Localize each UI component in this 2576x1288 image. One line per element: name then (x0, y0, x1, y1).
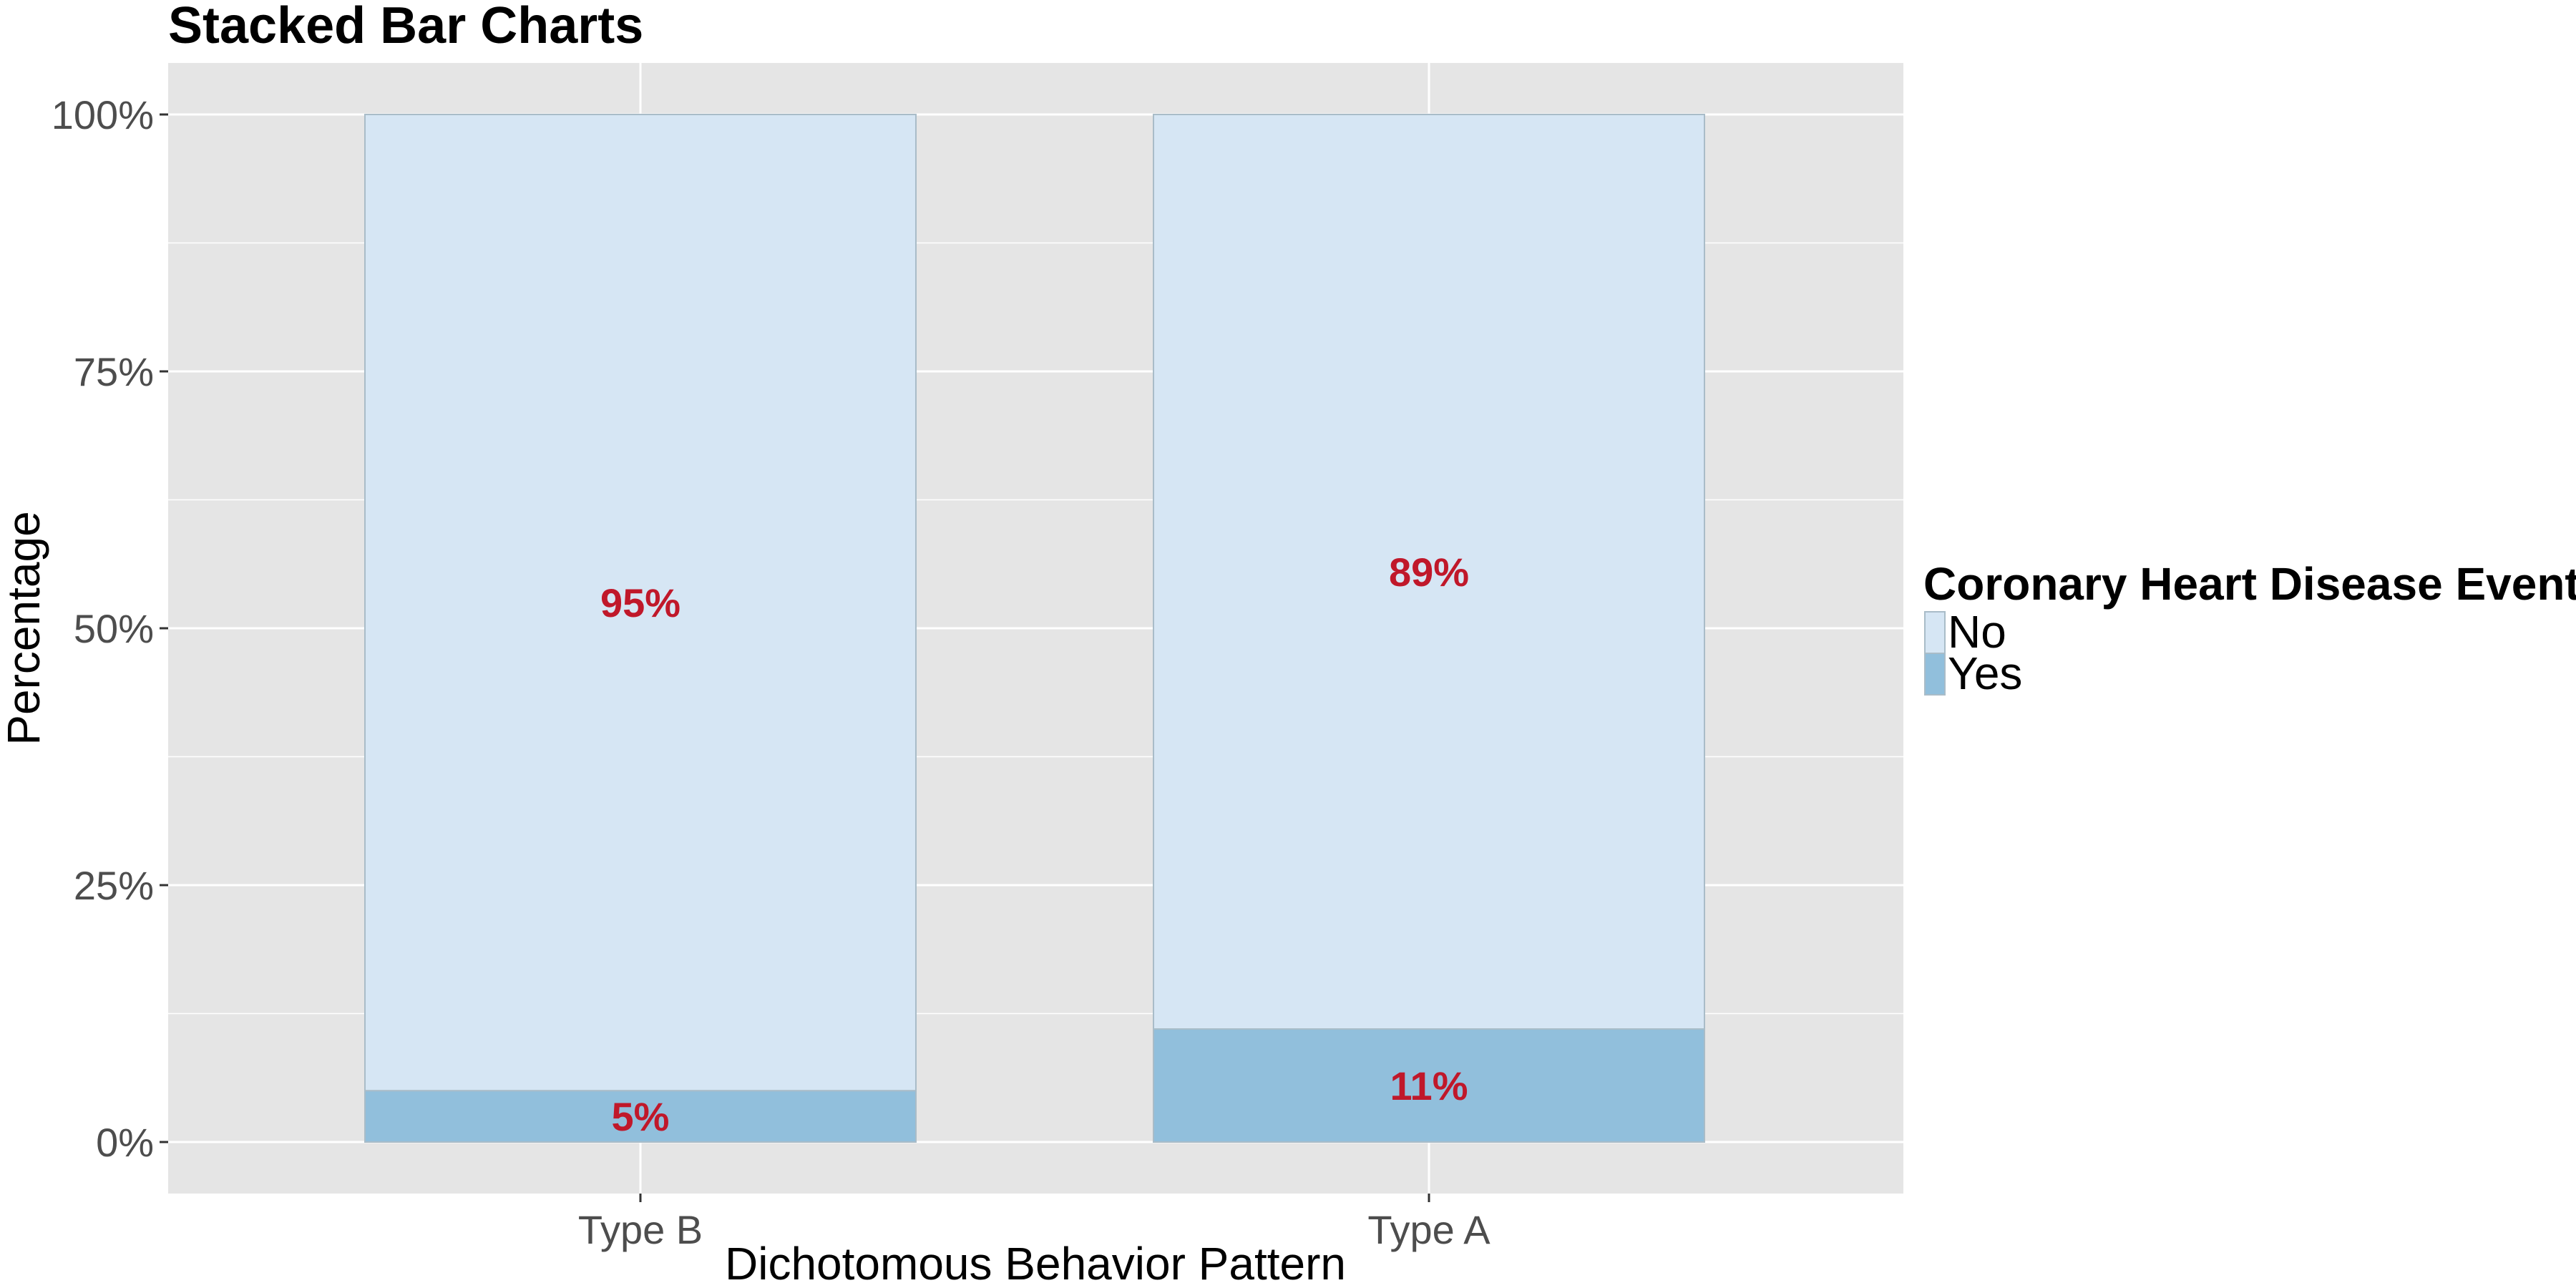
data-label: 11% (1390, 1063, 1468, 1108)
y-axis-title: Percentage (0, 511, 49, 745)
bar-type-b-yes (364, 1090, 917, 1143)
legend-label-yes: Yes (1948, 648, 2022, 699)
y-tick-label: 100% (52, 92, 154, 137)
x-axis-title: Dichotomous Behavior Pattern (725, 1238, 1346, 1288)
x-tick-label: Type A (1367, 1207, 1491, 1252)
y-tick-label: 75% (74, 349, 154, 394)
chart-title: Stacked Bar Charts (168, 0, 643, 54)
bars (364, 114, 1705, 1143)
legend-key-no (1924, 611, 1946, 654)
legend-key-yes (1924, 653, 1946, 696)
data-label: 95% (600, 580, 680, 625)
data-labels: 5% 95% 11% 89% (600, 550, 1469, 1139)
bar-type-a-no (1153, 114, 1705, 1030)
bar-type-b-no (364, 114, 917, 1092)
bar-type-a-yes (1153, 1028, 1705, 1143)
data-label: 5% (612, 1094, 670, 1139)
axes: 0% 25% 50% 75% 100% Type B Type A (52, 92, 1491, 1252)
legend-label-no: No (1948, 606, 2006, 658)
y-tick-label: 50% (74, 606, 154, 651)
y-tick-label: 0% (96, 1120, 154, 1165)
legend-title: Coronary Heart Disease Event (1923, 558, 2576, 610)
data-label: 89% (1389, 550, 1469, 595)
y-tick-label: 25% (74, 863, 154, 908)
x-tick-label: Type B (578, 1207, 703, 1252)
